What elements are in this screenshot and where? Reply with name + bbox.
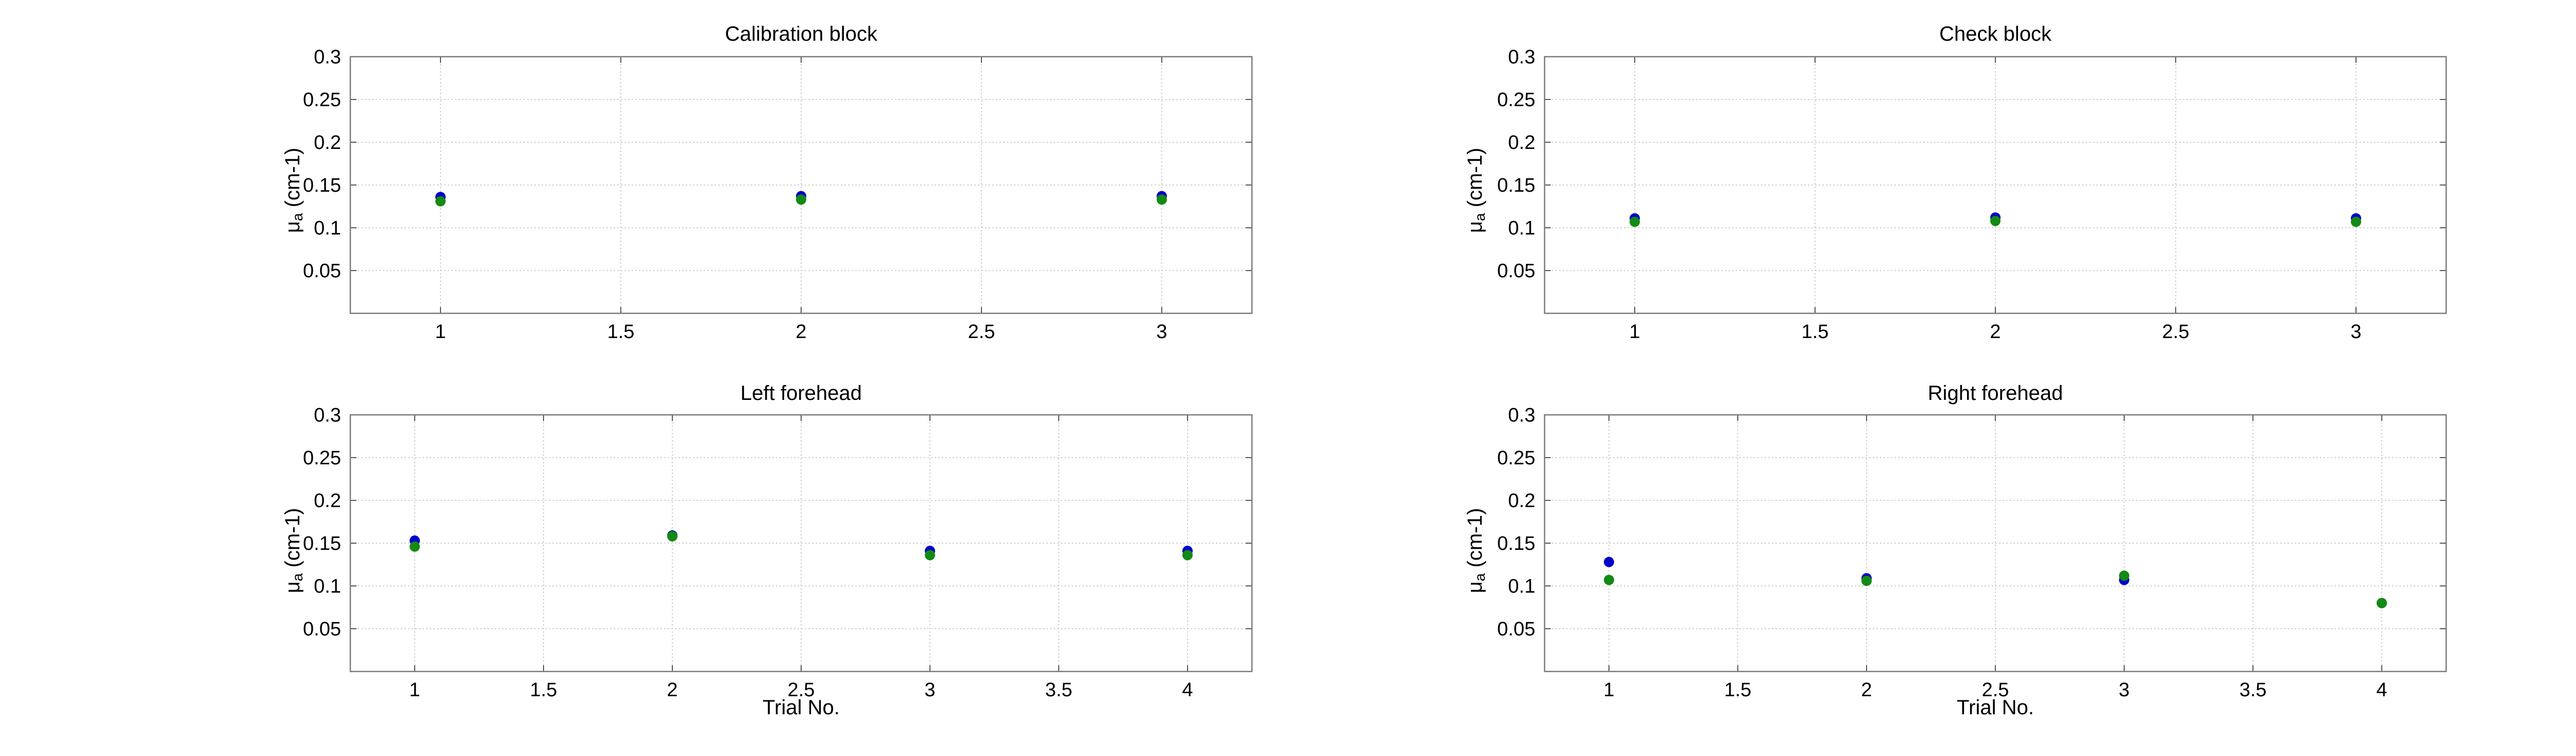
panel-right-forehead: Right forehead μa (cm-1) Trial No. 1 1.5 2…: [1349, 378, 2576, 756]
y-tick-label: 0.1: [1508, 217, 1535, 239]
x-tick-label: 3: [1156, 321, 1167, 343]
y-tick-label: 0.15: [303, 533, 341, 555]
x-tick-label: 1.5: [607, 321, 635, 343]
x-tick-label: 4: [2376, 679, 2387, 701]
x-tick-label: 1.5: [1802, 321, 1829, 343]
axes-frame: [349, 414, 1253, 673]
x-tick-label: 1.5: [530, 679, 557, 701]
plot-area: 1 1.5 2 2.5 3 3.5 4 0.05 0.1 0.15 0.2 0.25 0.3: [303, 405, 1253, 701]
y-tick-label: 0.3: [1508, 46, 1535, 68]
data-point-green: [1630, 216, 1640, 227]
axes-frame: [349, 56, 1253, 314]
panel-check-block: Check block μa (cm-1) 1 1.5 2 2.5 3 0.05 0.1 0.…: [1349, 0, 2576, 378]
y-tick-label: 0.2: [1508, 490, 1535, 512]
x-tick-label: 3.5: [2240, 679, 2267, 701]
x-tick-label: 2.5: [968, 321, 995, 343]
y-tick-label: 0.15: [303, 175, 341, 196]
y-tick-label: 0.15: [1497, 533, 1535, 555]
axes-frame: [1544, 414, 2447, 673]
data-point-green: [1990, 215, 2001, 226]
y-tick-label: 0.2: [1508, 132, 1535, 154]
y-tick-label: 0.05: [303, 618, 341, 640]
y-tick-label: 0.05: [1497, 260, 1535, 282]
y-tick-label: 0.2: [314, 132, 341, 154]
x-tick-label: 1: [409, 679, 420, 701]
y-tick-label: 0.25: [303, 89, 341, 111]
plot-area: 1 1.5 2 2.5 3 0.05 0.1 0.15 0.2 0.25 0.3: [1497, 46, 2447, 343]
data-point-green: [925, 550, 935, 561]
x-tick-label: 4: [1182, 679, 1193, 701]
y-tick-label: 0.1: [314, 576, 341, 597]
y-tick-label: 0.3: [314, 405, 341, 426]
x-tick-label: 2: [795, 321, 806, 343]
data-point-green: [667, 531, 677, 542]
y-tick-label: 0.25: [1497, 447, 1535, 469]
y-tick-label: 0.05: [303, 260, 341, 282]
x-tick-label: 2: [667, 679, 677, 701]
data-point-green: [2377, 598, 2387, 609]
x-tick-label: 3.5: [1045, 679, 1073, 701]
data-point-green: [1182, 550, 1193, 561]
plot-area: 1 1.5 2 2.5 3 0.05 0.1 0.15 0.2 0.25 0.3: [303, 46, 1253, 343]
x-axis-label: Trial No.: [1957, 696, 2034, 719]
x-tick-label: 2.5: [788, 679, 815, 701]
y-tick-label: 0.3: [314, 46, 341, 68]
data-point-blue: [1604, 557, 1614, 567]
x-tick-label: 3: [2350, 321, 2361, 343]
x-tick-label: 2: [1861, 679, 1872, 701]
data-point-green: [410, 541, 420, 552]
plot-area: 1 1.5 2 2.5 3 3.5 4 0.05 0.1 0.15 0.2 0.25 0.3: [1497, 405, 2447, 701]
data-point-green: [2351, 216, 2361, 227]
y-tick-label: 0.05: [1497, 618, 1535, 640]
data-point-green: [796, 194, 806, 205]
x-tick-label: 1: [1603, 679, 1614, 701]
panel-calibration-block: Calibration block μa (cm-1) 1 1.5 2 2.5 3 0.0…: [0, 0, 1349, 378]
y-tick-label: 0.15: [1497, 175, 1535, 196]
x-tick-label: 3: [2119, 679, 2129, 701]
y-tick-label: 0.25: [1497, 89, 1535, 111]
y-tick-label: 0.1: [314, 217, 341, 239]
y-tick-label: 0.1: [1508, 576, 1535, 597]
panel-title: Right forehead: [1927, 382, 2063, 405]
data-point-green: [1157, 194, 1167, 205]
data-point-green: [2119, 570, 2129, 581]
y-tick-label: 0.2: [314, 490, 341, 512]
panel-title: Calibration block: [725, 23, 877, 45]
y-tick-label: 0.25: [303, 447, 341, 469]
axes-frame: [1544, 56, 2447, 314]
x-tick-label: 1.5: [1724, 679, 1752, 701]
panel-title: Check block: [1939, 23, 2052, 45]
x-tick-label: 2: [1990, 321, 2001, 343]
x-tick-label: 1: [1629, 321, 1640, 343]
data-point-green: [435, 196, 446, 207]
x-tick-label: 2.5: [2162, 321, 2190, 343]
data-point-green: [1604, 575, 1614, 585]
x-axis-label: Trial No.: [762, 696, 840, 719]
panel-title: Left forehead: [740, 382, 862, 405]
x-tick-label: 3: [924, 679, 935, 701]
x-tick-label: 1: [435, 321, 446, 343]
y-tick-label: 0.3: [1508, 405, 1535, 426]
data-point-green: [1861, 576, 1872, 586]
panel-left-forehead: Left forehead μa (cm-1) Trial No. 1 1.5 2 2…: [0, 378, 1349, 756]
x-tick-label: 2.5: [1982, 679, 2009, 701]
